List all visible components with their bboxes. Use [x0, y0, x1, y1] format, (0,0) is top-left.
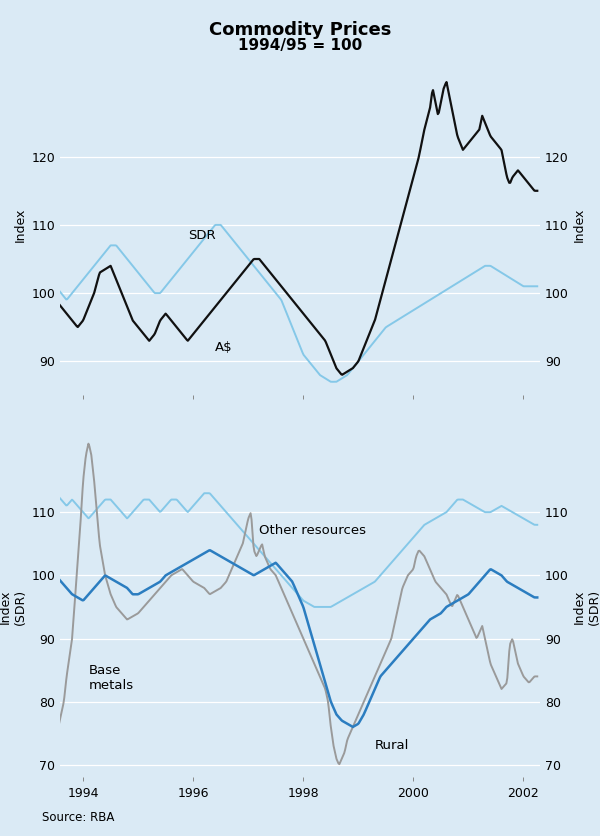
Text: A$: A$ — [215, 341, 233, 354]
Y-axis label: Index: Index — [573, 207, 586, 242]
Text: SDR: SDR — [188, 228, 215, 242]
Y-axis label: Index
(SDR): Index (SDR) — [573, 589, 600, 625]
Text: Commodity Prices: Commodity Prices — [209, 21, 391, 39]
Text: Rural: Rural — [375, 739, 409, 752]
Y-axis label: Index
(SDR): Index (SDR) — [0, 589, 27, 625]
Y-axis label: Index: Index — [14, 207, 27, 242]
Text: Source: RBA: Source: RBA — [42, 811, 115, 824]
Text: Other resources: Other resources — [259, 524, 366, 538]
Text: 1994/95 = 100: 1994/95 = 100 — [238, 38, 362, 54]
Text: Base
metals: Base metals — [89, 664, 134, 692]
